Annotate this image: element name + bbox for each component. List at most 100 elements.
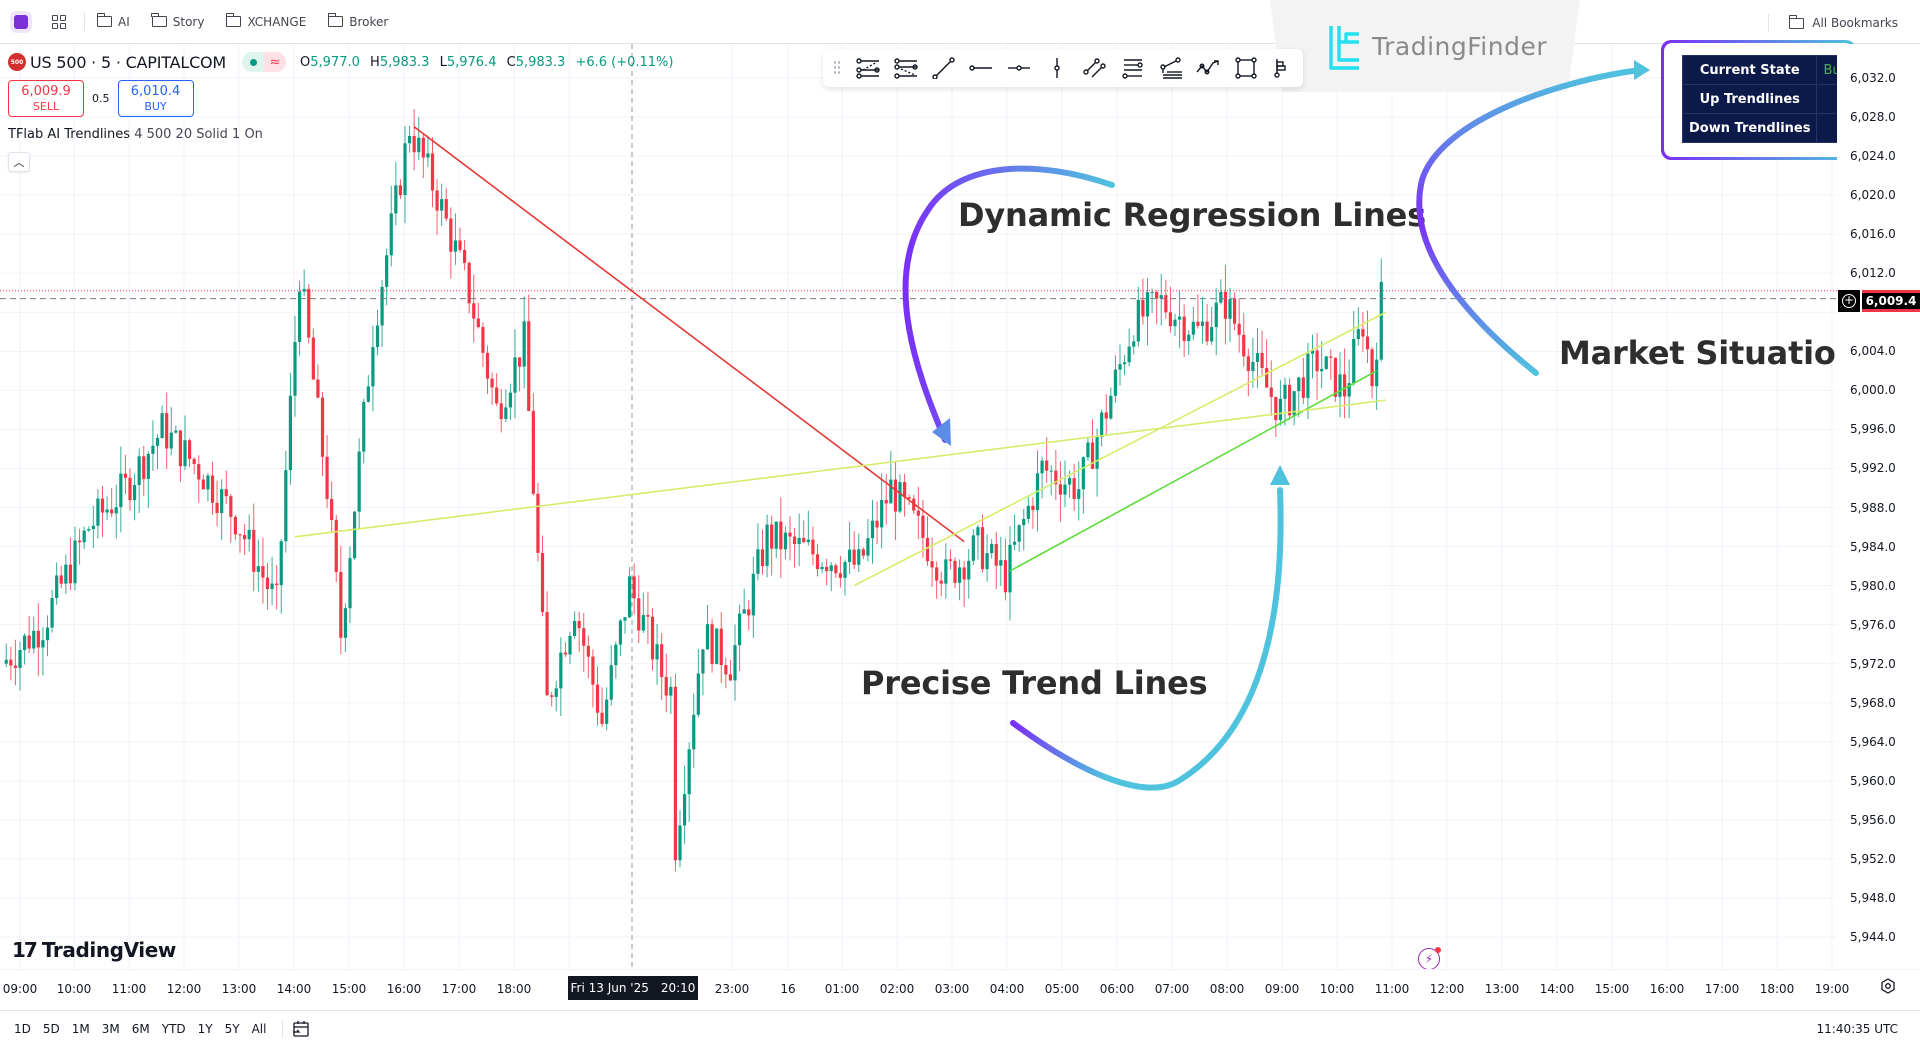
price-tick: 6,024.0 bbox=[1850, 149, 1896, 164]
crosshair-date: Fri 13 Jun '25 bbox=[570, 981, 649, 995]
data-delay-icon: ≈ bbox=[264, 52, 287, 72]
range-5d-button[interactable]: 5D bbox=[42, 1022, 60, 1036]
all-bookmarks-button[interactable]: All Bookmarks bbox=[1768, 14, 1898, 32]
bookmark-broker[interactable]: Broker bbox=[327, 13, 388, 29]
symbol-legend: 500 US 500 · 5 · CAPITALCOM ≈ O5,977.0 H… bbox=[8, 52, 680, 72]
folder-icon bbox=[96, 13, 112, 27]
tradingfinder-watermark: TradingFinder bbox=[1270, 0, 1580, 92]
buy-button[interactable]: 6,010.4 BUY bbox=[117, 80, 194, 117]
apps-grid-icon[interactable] bbox=[52, 14, 66, 29]
drawing-toolbar bbox=[823, 49, 1303, 87]
range-1d-button[interactable]: 1D bbox=[14, 1022, 31, 1036]
price-chart[interactable] bbox=[0, 44, 1837, 969]
range-1m-button[interactable]: 1M bbox=[71, 1022, 90, 1036]
sell-price: 6,009.9 bbox=[21, 83, 71, 99]
chart-pane[interactable] bbox=[0, 44, 1837, 969]
time-tick: 16:00 bbox=[386, 982, 422, 996]
symbol-logo-icon: 500 bbox=[8, 53, 26, 71]
vertical-line-icon[interactable] bbox=[1038, 53, 1076, 83]
indicator-legend[interactable]: TFlab AI Trendlines 4 500 20 Solid 1 On bbox=[8, 127, 263, 142]
regression-long[interactable] bbox=[294, 399, 1386, 538]
pitchfork-icon[interactable] bbox=[1152, 53, 1190, 83]
regression-trend-icon[interactable] bbox=[887, 53, 925, 83]
sell-button[interactable]: 6,009.9 SELL bbox=[8, 80, 84, 117]
ohlc-values: O5,977.0 H5,983.3 L5,976.4 C5,983.3 +6.6… bbox=[300, 54, 674, 70]
price-tick: 5,968.0 bbox=[1850, 695, 1896, 710]
tradingview-logo[interactable]: 17 TradingView bbox=[12, 938, 176, 962]
drag-handle-icon[interactable] bbox=[833, 60, 841, 76]
horizontal-ray-icon[interactable] bbox=[963, 53, 1001, 83]
time-tick: 14:00 bbox=[1539, 982, 1575, 996]
time-tick: 13:00 bbox=[1484, 982, 1520, 996]
time-tick: 15:00 bbox=[1594, 982, 1630, 996]
time-tick: 01:00 bbox=[824, 982, 860, 996]
range-all-button[interactable]: All bbox=[251, 1022, 267, 1036]
price-tick: 5,972.0 bbox=[1850, 656, 1896, 671]
price-tick: 5,952.0 bbox=[1850, 851, 1896, 866]
horizontal-line-icon[interactable] bbox=[1000, 53, 1038, 83]
time-tick: 09:00 bbox=[1264, 982, 1300, 996]
time-tick: 11:00 bbox=[111, 982, 147, 996]
bookmark-ai[interactable]: AI bbox=[96, 13, 130, 29]
symbol-title[interactable]: US 500 · 5 · CAPITALCOM bbox=[30, 52, 227, 72]
range-ytd-button[interactable]: YTD bbox=[161, 1022, 186, 1036]
trend-line-icon[interactable] bbox=[925, 53, 963, 83]
divider bbox=[282, 1020, 284, 1038]
price-tick: 6,032.0 bbox=[1850, 71, 1896, 85]
range-6m-button[interactable]: 6M bbox=[131, 1022, 150, 1036]
range-1y-button[interactable]: 1Y bbox=[197, 1022, 213, 1036]
time-axis[interactable]: 09:00 10:00 11:00 12:00 13:00 14:00 15:00 16:00… bbox=[0, 969, 1920, 1009]
bookmark-label: AI bbox=[118, 14, 130, 29]
price-tick: 6,028.0 bbox=[1850, 110, 1896, 125]
market-state-panel: Current StateBullish Up Trendlines3 Down… bbox=[1661, 40, 1874, 160]
folder-icon bbox=[327, 13, 344, 27]
time-tick: 16:00 bbox=[1649, 982, 1685, 996]
spread-value: 0.5 bbox=[92, 92, 110, 105]
time-tick: 05:00 bbox=[1044, 982, 1080, 996]
parallel-channel-icon[interactable] bbox=[849, 53, 887, 83]
chart-settings-gear-icon[interactable] bbox=[1880, 978, 1896, 994]
path-icon[interactable] bbox=[1190, 53, 1228, 83]
time-tick: 12:00 bbox=[1429, 982, 1465, 996]
close-value: 5,983.3 bbox=[515, 54, 566, 70]
range-5y-button[interactable]: 5Y bbox=[224, 1022, 240, 1036]
rectangle-icon[interactable] bbox=[1227, 53, 1265, 83]
tradingview-mark-icon: 17 bbox=[12, 938, 38, 962]
price-tick: 6,000.0 bbox=[1850, 383, 1896, 398]
time-tick: 03:00 bbox=[934, 982, 970, 996]
utc-clock[interactable]: 11:40:35 UTC bbox=[1816, 1022, 1899, 1036]
regression-mid[interactable] bbox=[853, 311, 1387, 587]
collapse-legend-button[interactable]: ︿ bbox=[8, 152, 30, 172]
price-tick: 5,992.0 bbox=[1850, 461, 1896, 476]
low-value: 5,976.4 bbox=[446, 54, 497, 70]
app-square-icon[interactable] bbox=[14, 14, 28, 29]
bookmark-xchange[interactable]: XCHANGE bbox=[226, 13, 306, 29]
time-tick: 18:00 bbox=[1759, 982, 1795, 996]
price-tick: 5,976.0 bbox=[1850, 617, 1896, 632]
time-tick: 12:00 bbox=[166, 982, 202, 996]
lightning-alert-icon[interactable]: ⚡ bbox=[1418, 947, 1441, 970]
time-tick: 13:00 bbox=[221, 982, 257, 996]
table-row: Down Trendlines1 bbox=[1681, 113, 1874, 143]
fib-retracement-icon[interactable] bbox=[1114, 53, 1152, 83]
buy-label: BUY bbox=[144, 99, 167, 113]
down-trendline[interactable] bbox=[413, 126, 965, 543]
divider bbox=[84, 12, 85, 31]
all-bookmarks-label: All Bookmarks bbox=[1812, 16, 1898, 30]
time-tick: 07:00 bbox=[1154, 982, 1190, 996]
long-position-icon[interactable] bbox=[1265, 53, 1303, 83]
time-tick: 17:00 bbox=[1704, 982, 1740, 996]
bookmark-story[interactable]: Story bbox=[151, 13, 204, 29]
high-value: 5,983.3 bbox=[379, 54, 430, 70]
add-alert-button[interactable]: + bbox=[1838, 290, 1860, 312]
down-trendlines-label: Down Trendlines bbox=[1681, 113, 1818, 143]
price-axis[interactable]: 6,032.0 6,028.0 6,024.0 6,020.0 6,016.0 6,012… bbox=[1837, 44, 1920, 969]
parallel-lines-icon[interactable] bbox=[1076, 53, 1114, 83]
folder-icon bbox=[1788, 14, 1805, 29]
go-to-date-calendar-icon[interactable] bbox=[291, 1019, 311, 1039]
range-3m-button[interactable]: 3M bbox=[101, 1022, 120, 1036]
price-tick: 5,984.0 bbox=[1850, 539, 1896, 554]
indicator-params: 4 500 20 Solid 1 On bbox=[134, 127, 263, 142]
time-tick: 09:00 bbox=[2, 982, 38, 996]
market-status-pill[interactable]: ≈ bbox=[242, 52, 287, 72]
